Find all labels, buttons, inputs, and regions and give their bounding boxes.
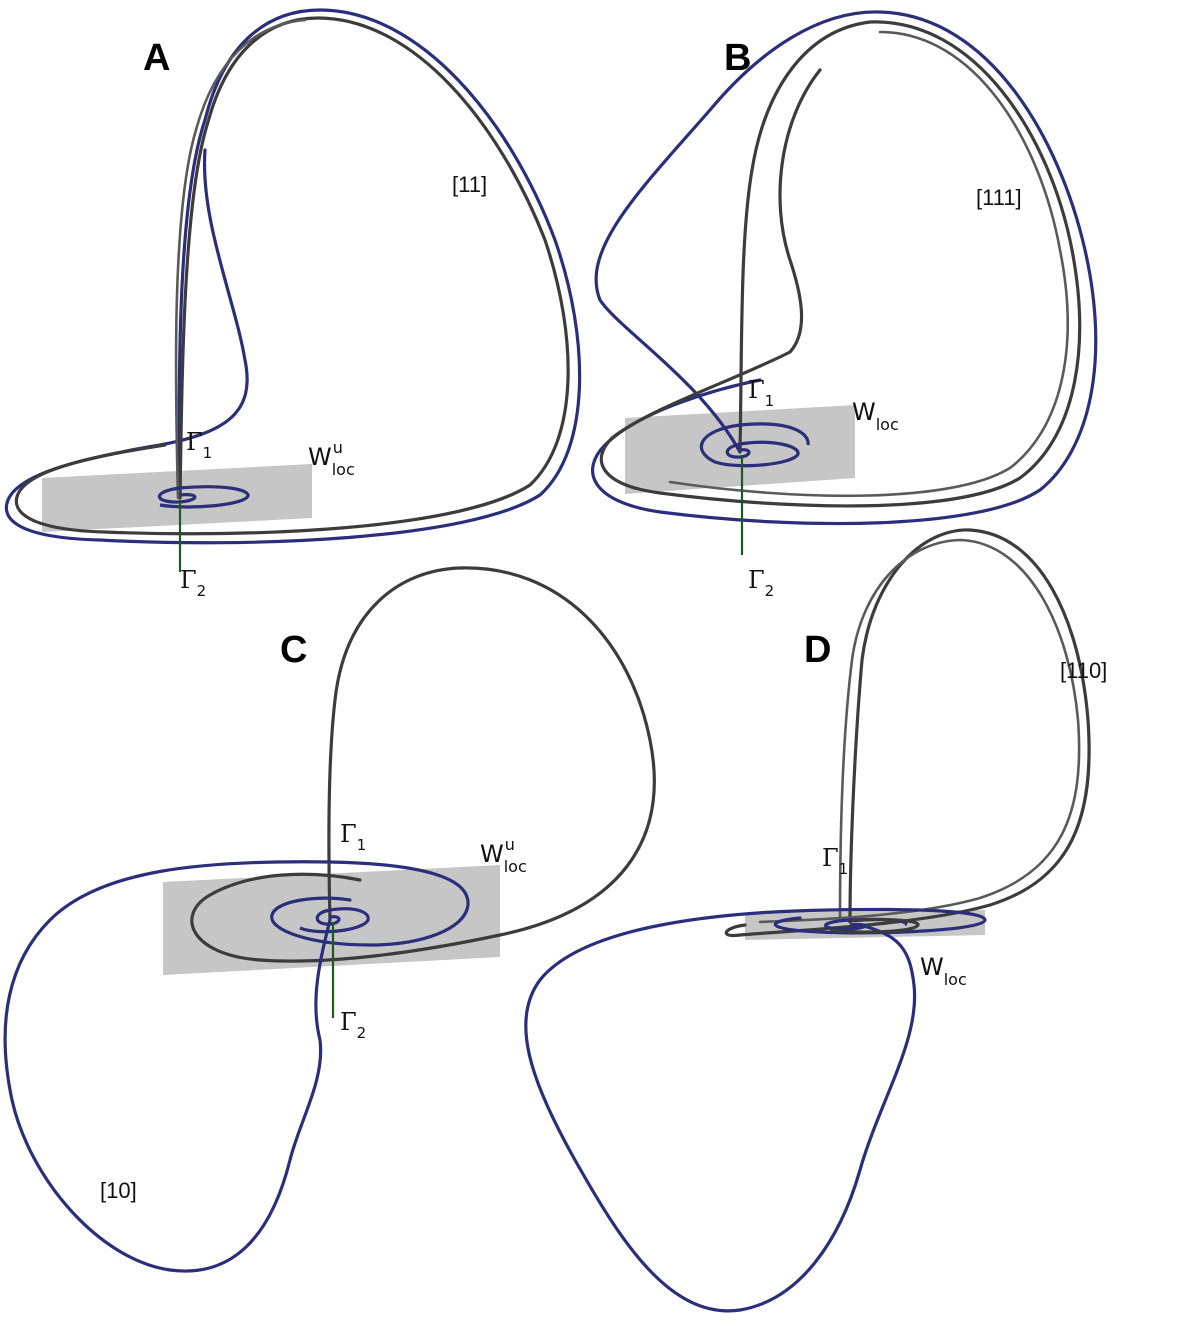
- panel-a-spiral: [157, 485, 250, 509]
- panel-d-gamma1-label: Γ1: [822, 844, 848, 878]
- panel-c-spiral: [299, 907, 370, 934]
- panel-b-spiral: [699, 422, 810, 468]
- panel-d-letter: D: [804, 629, 831, 671]
- panel-b-orbit-gray-inner: [668, 30, 1069, 498]
- panel-c-manifold-label: Wlocu: [480, 835, 527, 876]
- panel-b-orbit-blue: [590, 10, 1098, 526]
- panel-b-manifold-label: Wloc: [852, 398, 899, 434]
- panel-c-orbit-gray: [190, 566, 656, 963]
- panel-d-manifold-label: Wloc: [920, 953, 967, 989]
- panel-c: C [10] Γ1 Γ2 Wlocu: [3, 566, 656, 1273]
- panel-b-gamma2-label: Γ2: [748, 566, 774, 600]
- panel-c-orbit-blue: [3, 860, 470, 1273]
- panel-d-spiral-gray: [829, 917, 920, 934]
- panel-c-orbit-code: [10]: [100, 1178, 137, 1203]
- panel-d-orbit-blue: [524, 907, 987, 1313]
- panel-d-orbit-gray: [724, 528, 1091, 938]
- panel-b-orbit-gray: [599, 20, 1082, 508]
- panel-a-orbit-gray-inner: [174, 18, 307, 500]
- panel-d-orbit-gray-inner: [758, 538, 1081, 924]
- panel-a: A [11] Γ1 Γ2 Wlocu: [4, 8, 582, 600]
- panel-d: D [110] Γ1 Wloc: [524, 528, 1107, 1313]
- panel-a-manifold-label: Wlocu: [308, 438, 355, 479]
- panel-b-letter: B: [724, 37, 751, 79]
- panel-a-orbit-blue: [4, 8, 582, 545]
- panel-a-orbit-gray: [14, 16, 570, 536]
- panel-c-gamma1-label: Γ1: [340, 820, 366, 854]
- panel-a-gamma1-label: Γ1: [186, 428, 212, 462]
- panel-b-orbit-code: [111]: [976, 185, 1022, 210]
- panel-b: B [111] Γ1 Γ2 Wloc: [590, 10, 1098, 600]
- panel-c-gamma2-label: Γ2: [340, 1008, 366, 1042]
- panel-b-gamma1-label: Γ1: [748, 376, 774, 410]
- panel-a-orbit-code: [11]: [452, 172, 487, 197]
- panel-d-orbit-code: [110]: [1060, 658, 1107, 683]
- panel-c-letter: C: [280, 629, 307, 671]
- panel-a-gamma2-label: Γ2: [180, 566, 206, 600]
- panel-a-letter: A: [143, 37, 170, 79]
